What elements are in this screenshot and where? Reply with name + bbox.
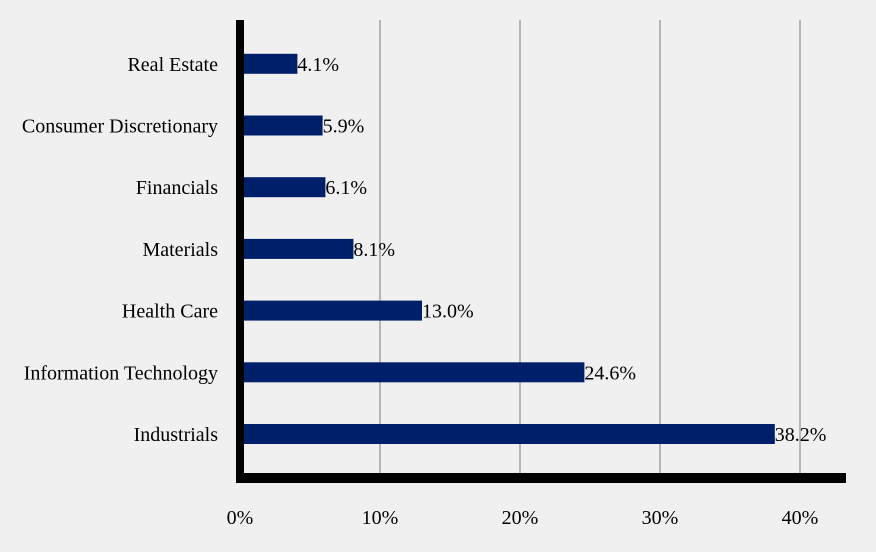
data-label: 13.0%	[422, 301, 474, 323]
bar	[243, 53, 298, 74]
category-label: Consumer Discretionary	[22, 116, 218, 138]
x-tick-labels: 0% 10% 20% 30% 40%	[227, 507, 819, 529]
bar	[243, 362, 585, 383]
bar	[243, 424, 775, 444]
x-tick-label: 0%	[227, 507, 254, 529]
data-labels: 38.2% 24.6% 13.0% 8.1% 6.1% 5.9% 4.1%	[297, 54, 826, 446]
x-tick-label: 30%	[642, 507, 679, 529]
category-label: Information Technology	[24, 362, 218, 384]
axes	[236, 20, 846, 483]
bars	[243, 53, 775, 444]
bar	[243, 115, 323, 136]
grid-lines	[379, 20, 801, 473]
data-label: 24.6%	[584, 362, 636, 384]
category-label: Real Estate	[127, 54, 218, 76]
category-label: Industrials	[134, 424, 219, 446]
data-label: 4.1%	[297, 54, 339, 76]
category-label: Financials	[136, 177, 218, 199]
data-label: 38.2%	[775, 424, 827, 446]
bar	[243, 177, 326, 198]
data-label: 8.1%	[353, 239, 395, 261]
x-axis-line	[236, 473, 846, 483]
category-labels: Industrials Information Technology Health …	[22, 54, 218, 446]
data-label: 5.9%	[323, 116, 365, 138]
y-axis-line	[236, 20, 244, 483]
x-tick-label: 10%	[362, 507, 399, 529]
x-tick-label: 20%	[502, 507, 539, 529]
category-label: Health Care	[122, 301, 218, 323]
bar	[243, 238, 354, 259]
category-label: Materials	[142, 239, 218, 261]
bar	[243, 300, 422, 321]
x-tick-label: 40%	[782, 507, 819, 529]
data-label: 6.1%	[325, 177, 367, 199]
